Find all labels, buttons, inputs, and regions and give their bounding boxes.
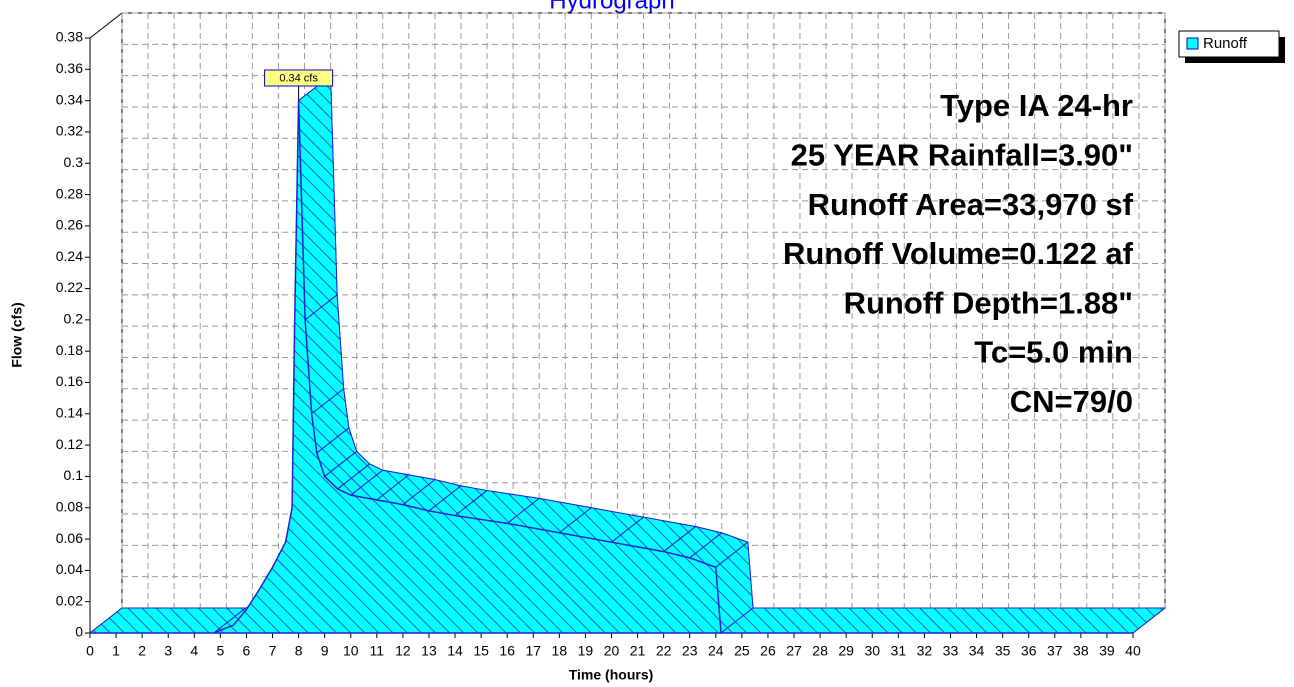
y-tick-label: 0.16 <box>56 373 83 389</box>
y-tick-label: 0.06 <box>56 530 83 546</box>
x-tick-label: 36 <box>1021 643 1037 659</box>
y-tick-label: 0 <box>75 624 83 640</box>
y-tick-label: 0.22 <box>56 279 83 295</box>
x-tick-label: 6 <box>243 643 251 659</box>
y-tick-label: 0.34 <box>56 91 83 107</box>
annotation: Runoff Volume=0.122 af <box>783 236 1134 271</box>
x-tick-label: 34 <box>969 643 985 659</box>
x-axis-title: Time (hours) <box>569 667 654 683</box>
x-tick-label: 38 <box>1073 643 1089 659</box>
annotation: Tc=5.0 min <box>974 335 1133 370</box>
x-tick-label: 40 <box>1125 643 1141 659</box>
x-tick-label: 8 <box>295 643 303 659</box>
x-tick-label: 9 <box>321 643 329 659</box>
x-tick-label: 5 <box>216 643 224 659</box>
y-tick-label: 0.32 <box>56 123 83 139</box>
x-tick-label: 30 <box>864 643 880 659</box>
x-tick-label: 37 <box>1047 643 1063 659</box>
x-tick-label: 21 <box>630 643 646 659</box>
x-tick-label: 23 <box>682 643 698 659</box>
x-tick-label: 31 <box>891 643 907 659</box>
x-tick-label: 17 <box>525 643 541 659</box>
x-tick-label: 20 <box>604 643 620 659</box>
y-tick-label: 0.3 <box>64 154 84 170</box>
x-tick-label: 19 <box>578 643 594 659</box>
x-tick-label: 35 <box>995 643 1011 659</box>
ribbon <box>719 607 1167 634</box>
y-tick-label: 0.26 <box>56 217 83 233</box>
x-tick-label: 14 <box>447 643 463 659</box>
x-tick-label: 24 <box>708 643 724 659</box>
annotation: 25 YEAR Rainfall=3.90" <box>791 137 1133 172</box>
y-axis-title: Flow (cfs) <box>9 302 25 367</box>
legend-label: Runoff <box>1203 35 1248 52</box>
annotation: Runoff Area=33,970 sf <box>808 187 1134 222</box>
annotation: Runoff Depth=1.88" <box>844 285 1133 320</box>
y-tick-label: 0.18 <box>56 342 83 358</box>
y-tick-label: 0.28 <box>56 185 83 201</box>
y-tick-label: 0.08 <box>56 498 83 514</box>
x-tick-label: 16 <box>499 643 515 659</box>
x-tick-label: 33 <box>943 643 959 659</box>
x-tick-label: 22 <box>656 643 672 659</box>
x-tick-label: 29 <box>838 643 854 659</box>
x-tick-label: 26 <box>760 643 776 659</box>
area-front <box>90 100 1133 634</box>
x-tick-label: 1 <box>112 643 120 659</box>
x-tick-label: 3 <box>164 643 172 659</box>
x-tick-label: 4 <box>190 643 198 659</box>
y-tick-label: 0.1 <box>64 467 84 483</box>
chart-title: Hydrograph <box>549 0 674 14</box>
x-tick-label: 13 <box>421 643 437 659</box>
y-tick-label: 0.24 <box>56 248 83 264</box>
legend-swatch <box>1186 37 1199 50</box>
x-tick-label: 32 <box>917 643 933 659</box>
x-tick-label: 11 <box>370 643 385 659</box>
x-tick-label: 18 <box>552 643 568 659</box>
peak-label: 0.34 cfs <box>279 72 318 84</box>
x-tick-label: 0 <box>86 643 94 659</box>
y-tick-label: 0.02 <box>56 592 83 608</box>
x-tick-label: 27 <box>786 643 802 659</box>
x-tick-label: 2 <box>138 643 146 659</box>
y-tick-label: 0.36 <box>56 60 83 76</box>
y-tick-label: 0.14 <box>56 404 83 420</box>
left-wall-edge <box>89 12 123 39</box>
y-tick-label: 0.12 <box>56 436 83 452</box>
annotation: CN=79/0 <box>1010 384 1133 419</box>
y-tick-label: 0.2 <box>64 311 84 327</box>
y-tick-label: 0.38 <box>56 29 83 45</box>
annotation: Type IA 24-hr <box>940 88 1133 123</box>
peak-label-box <box>264 69 334 87</box>
x-tick-label: 15 <box>473 643 489 659</box>
x-tick-label: 28 <box>812 643 828 659</box>
x-tick-label: 25 <box>734 643 750 659</box>
x-tick-label: 12 <box>395 643 411 659</box>
x-tick-label: 10 <box>343 643 359 659</box>
y-tick-label: 0.04 <box>56 561 83 577</box>
x-tick-label: 39 <box>1099 643 1115 659</box>
x-tick-label: 7 <box>269 643 277 659</box>
